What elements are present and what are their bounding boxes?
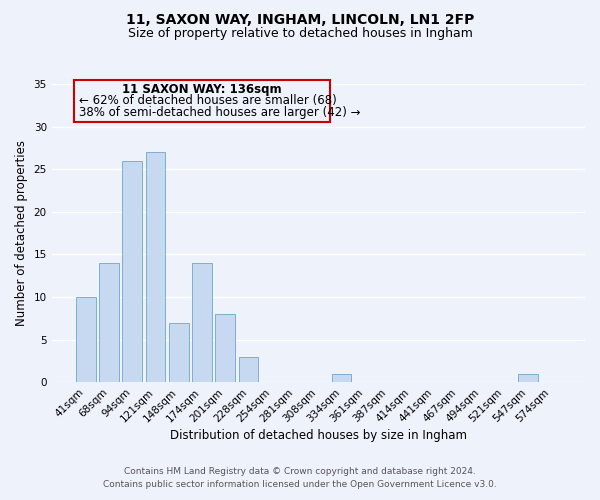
Bar: [518, 374, 538, 382]
Bar: [332, 374, 352, 382]
Text: Contains HM Land Registry data © Crown copyright and database right 2024.: Contains HM Land Registry data © Crown c…: [124, 467, 476, 476]
Bar: [76, 297, 95, 382]
Text: Contains public sector information licensed under the Open Government Licence v3: Contains public sector information licen…: [103, 480, 497, 489]
Bar: [239, 356, 259, 382]
Bar: [146, 152, 166, 382]
Text: 11, SAXON WAY, INGHAM, LINCOLN, LN1 2FP: 11, SAXON WAY, INGHAM, LINCOLN, LN1 2FP: [126, 12, 474, 26]
Text: ← 62% of detached houses are smaller (68): ← 62% of detached houses are smaller (68…: [79, 94, 337, 107]
Text: 11 SAXON WAY: 136sqm: 11 SAXON WAY: 136sqm: [122, 83, 282, 96]
Text: 38% of semi-detached houses are larger (42) →: 38% of semi-detached houses are larger (…: [79, 106, 361, 119]
Text: Size of property relative to detached houses in Ingham: Size of property relative to detached ho…: [128, 28, 472, 40]
Bar: [169, 322, 188, 382]
Bar: [215, 314, 235, 382]
Bar: [99, 263, 119, 382]
Bar: [192, 263, 212, 382]
FancyBboxPatch shape: [74, 80, 330, 122]
Bar: [122, 160, 142, 382]
Y-axis label: Number of detached properties: Number of detached properties: [15, 140, 28, 326]
X-axis label: Distribution of detached houses by size in Ingham: Distribution of detached houses by size …: [170, 430, 467, 442]
